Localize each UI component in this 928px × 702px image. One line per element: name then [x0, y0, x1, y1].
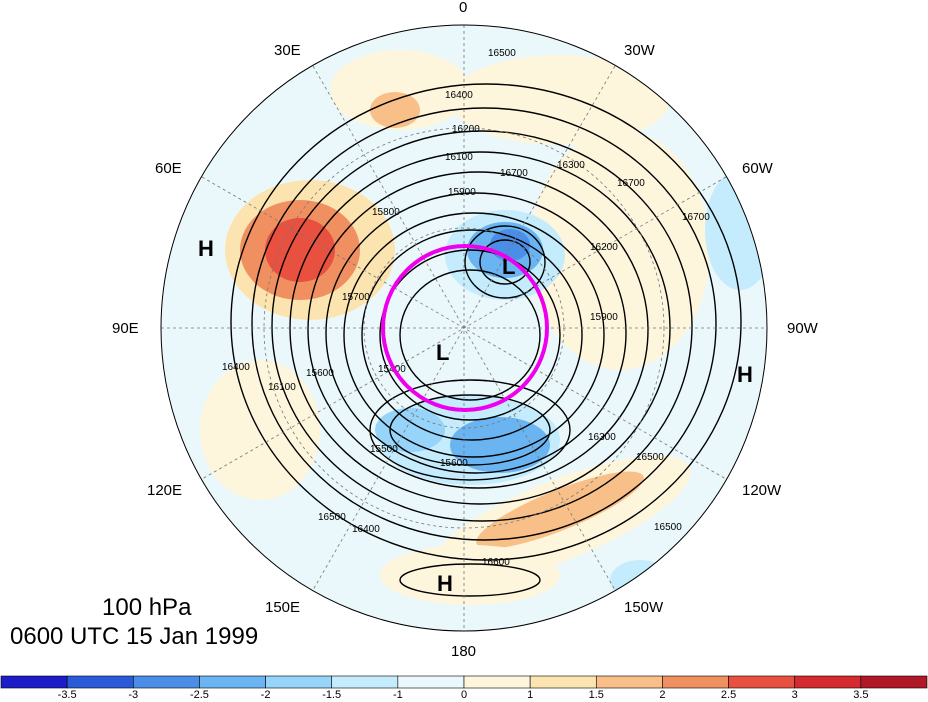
contour-label: 16700 — [617, 178, 645, 189]
colorbar-swatch — [463, 675, 531, 689]
contour-label: 15600 — [440, 458, 468, 469]
colorbar-swatch — [860, 675, 928, 689]
colorbar-tick-label: 0 — [460, 689, 468, 701]
colorbar-swatch — [132, 675, 200, 689]
longitude-label-150w: 150W — [624, 599, 664, 616]
valid-time-title: 0600 UTC 15 Jan 1999 — [10, 623, 259, 650]
high-pressure-marker: H — [737, 362, 753, 387]
contour-label: 15500 — [370, 444, 398, 455]
highlight-circle — [381, 244, 549, 412]
contour-label: 16500 — [318, 512, 346, 523]
contour-label: 16400 — [445, 90, 473, 101]
colorbar-tick-label: 1 — [527, 689, 534, 701]
contour-label: 16600 — [482, 557, 510, 568]
contour-label: 15900 — [590, 312, 618, 323]
contour-label: 16700 — [500, 168, 528, 179]
colorbar-swatch — [529, 675, 597, 689]
contour-label: 16100 — [268, 382, 296, 393]
longitude-label-120w: 120W — [742, 482, 782, 499]
contour-label: 16300 — [588, 432, 616, 443]
contour-label: 16100 — [445, 152, 473, 163]
colorbar-swatch — [595, 675, 663, 689]
colorbar-tick-label: 3 — [791, 689, 798, 701]
contour-label: 16200 — [452, 124, 480, 135]
contour-label: 16300 — [557, 160, 585, 171]
colorbar-tick-label: -3 — [128, 689, 139, 701]
high-pressure-marker: H — [437, 571, 453, 596]
map-boundary — [160, 24, 768, 632]
contour-label: 16700 — [682, 212, 710, 223]
longitude-label-60e: 60E — [155, 160, 182, 177]
longitude-label-120e: 120E — [147, 482, 183, 499]
colorbar-tick-label: -2 — [260, 689, 271, 701]
contour-label: 16500 — [488, 48, 516, 59]
colorbar-tick-label: -3.5 — [57, 689, 77, 701]
graticule — [161, 25, 767, 631]
longitude-label-30w: 30W — [624, 42, 655, 59]
colorbar-tick-label: -1 — [392, 689, 403, 701]
contour-label-group: 16500 16400 16200 16100 16700 16300 1670… — [222, 48, 710, 568]
colorbar-tick-label: -2.5 — [189, 689, 209, 701]
pressure-level-title: 100 hPa — [102, 594, 192, 621]
colorbar-tick-label: -1.5 — [322, 689, 342, 701]
colorbar-swatch — [794, 675, 862, 689]
contour-label: 16200 — [590, 242, 618, 253]
colorbar-swatch — [662, 675, 729, 689]
colorbar-tick-label: 2.5 — [720, 689, 737, 701]
contour-label: 15900 — [448, 187, 476, 198]
colorbar-swatch — [66, 675, 134, 689]
longitude-label-90w: 90W — [787, 320, 818, 337]
colorbar-tick-label: 3.5 — [853, 689, 869, 701]
contour-label: 15800 — [372, 207, 400, 218]
longitude-label-30e: 30E — [274, 42, 301, 59]
longitude-label-90e: 90E — [112, 320, 139, 337]
high-pressure-marker: H — [198, 236, 214, 261]
colorbar-tick-label: 1.5 — [588, 689, 604, 701]
longitude-label-0: 0 — [459, 0, 468, 16]
contour-label: 15600 — [306, 368, 334, 379]
height-contours — [230, 83, 742, 597]
colorbar-swatch — [331, 675, 399, 689]
colorbar-swatch — [199, 675, 266, 689]
contour-label: 15700 — [342, 292, 370, 303]
colorbar — [0, 675, 928, 689]
longitude-label-60w: 60W — [742, 160, 773, 177]
longitude-label-150e: 150E — [265, 599, 301, 616]
longitude-label-180: 180 — [451, 643, 477, 660]
contour-label: 16400 — [352, 524, 380, 535]
contour-label: 16500 — [636, 452, 664, 463]
colorbar-swatch — [0, 675, 68, 689]
colorbar-tick-label: 2 — [659, 689, 666, 701]
colorbar-swatch — [265, 675, 333, 689]
contour-label: 16400 — [222, 362, 250, 373]
colorbar-swatch — [728, 675, 796, 689]
low-pressure-marker: L — [436, 340, 449, 365]
contour-label: 16500 — [654, 522, 682, 533]
colorbar-swatch — [397, 675, 465, 689]
